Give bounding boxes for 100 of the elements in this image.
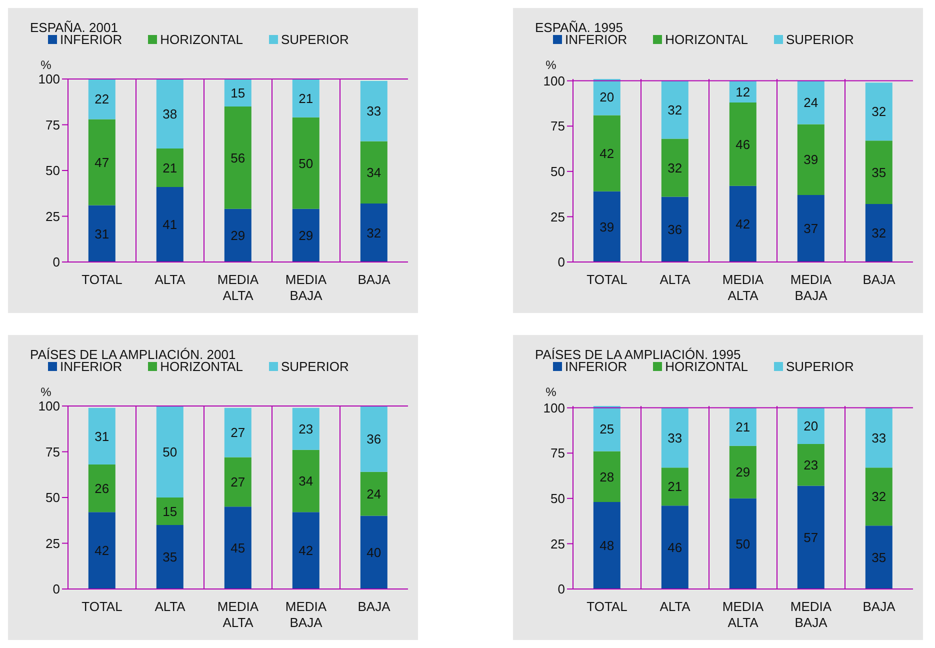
bar	[593, 115, 620, 192]
x-tick-label: BAJA	[358, 272, 391, 287]
y-tick-label: 75	[46, 117, 60, 132]
bar	[224, 106, 252, 209]
bar	[360, 516, 388, 589]
data-label: 50	[298, 156, 314, 171]
y-tick-label: 100	[543, 73, 565, 88]
legend-label: INFERIOR	[60, 359, 122, 374]
x-tick-label: MEDIA ALTA	[217, 599, 259, 630]
chart-title: PAÍSES DE LA AMPLIACIÓN. 1995	[535, 347, 741, 362]
bar	[360, 406, 388, 472]
bar	[292, 450, 320, 512]
bar	[797, 444, 824, 486]
y-tick-label: 50	[46, 490, 60, 506]
x-tick-label: MEDIA BAJA	[790, 272, 832, 303]
legend-label: SUPERIOR	[784, 32, 854, 47]
bar	[865, 204, 892, 262]
y-axis-title: %	[40, 58, 52, 72]
y-tick-label: 50	[550, 164, 565, 180]
data-label: 21	[668, 479, 682, 494]
y-axis-title: %	[546, 58, 557, 72]
data-label: 24	[366, 486, 382, 502]
legend-label: HORIZONTAL	[159, 32, 243, 47]
x-tick-label: ALTA	[660, 599, 691, 614]
x-tick-label: MEDIA ALTA	[217, 272, 259, 303]
legend-label: HORIZONTAL	[665, 359, 748, 374]
bar	[88, 464, 116, 512]
bar	[661, 468, 688, 506]
data-label: 25	[600, 421, 614, 436]
data-label: 50	[736, 536, 750, 552]
bar	[88, 408, 116, 465]
data-label: 50	[162, 444, 178, 460]
data-label: 32	[872, 226, 886, 241]
y-tick-label: 25	[550, 536, 565, 552]
legend-label: SUPERIOR	[280, 359, 349, 374]
bar	[593, 406, 620, 452]
legend-label: HORIZONTAL	[664, 32, 748, 47]
bar	[593, 451, 620, 502]
bar	[360, 472, 388, 516]
data-label: 31	[94, 226, 110, 242]
data-label: 37	[804, 221, 818, 236]
data-label: 24	[804, 95, 818, 110]
legend-label: HORIZONTAL	[160, 359, 243, 374]
bar	[88, 205, 116, 262]
bar	[593, 79, 620, 116]
data-label: 32	[872, 104, 886, 120]
data-label: 47	[94, 154, 110, 170]
data-label: 33	[668, 430, 682, 446]
bar	[156, 148, 184, 187]
data-label: 27	[230, 425, 246, 440]
bar	[729, 408, 756, 446]
bar	[88, 512, 116, 589]
bar	[729, 102, 756, 186]
legend-label: INFERIOR	[565, 359, 628, 374]
legend-label: INFERIOR	[60, 32, 122, 47]
y-tick-label: 0	[558, 254, 565, 270]
data-label: 29	[298, 228, 314, 244]
x-tick-label: BAJA	[862, 599, 896, 614]
bar	[729, 186, 756, 262]
bar	[156, 406, 184, 498]
legend-label: SUPERIOR	[784, 359, 854, 374]
x-tick-label: BAJA	[862, 272, 896, 287]
data-label: 21	[736, 419, 750, 434]
data-label: 28	[600, 469, 614, 484]
bar	[797, 80, 824, 124]
x-tick-label: TOTAL	[82, 272, 122, 287]
bar	[661, 80, 688, 139]
x-tick-label: MEDIA BAJA	[790, 599, 832, 630]
data-label: 29	[736, 464, 750, 480]
bar	[292, 79, 320, 118]
bar	[292, 117, 320, 209]
bar	[797, 194, 824, 262]
bar	[156, 524, 184, 589]
data-label: 33	[872, 430, 886, 446]
y-tick-label: 100	[38, 398, 60, 414]
bar	[156, 79, 184, 149]
y-tick-label: 25	[550, 209, 565, 224]
y-tick-label: 25	[46, 536, 60, 551]
data-label: 12	[736, 84, 750, 100]
bar	[865, 140, 892, 204]
bar	[865, 468, 892, 526]
y-tick-label: 75	[550, 446, 565, 461]
y-tick-label: 100	[38, 72, 60, 87]
y-tick-label: 0	[52, 582, 60, 597]
data-label: 39	[804, 152, 818, 168]
data-label: 39	[600, 219, 614, 234]
bar	[360, 203, 388, 262]
x-tick-label: MEDIA ALTA	[722, 272, 764, 303]
bar	[360, 80, 388, 142]
y-tick-label: 0	[558, 582, 565, 597]
data-label: 57	[804, 530, 818, 545]
bar	[224, 457, 252, 507]
data-label: 42	[600, 146, 614, 161]
x-tick-label: TOTAL	[586, 272, 628, 287]
y-tick-label: 50	[550, 491, 565, 506]
y-axis-title: %	[546, 385, 557, 399]
bar	[88, 79, 116, 120]
bar	[593, 502, 620, 589]
data-label: 20	[600, 90, 614, 105]
chart-title: PAÍSES DE LA AMPLIACIÓN. 2001	[30, 347, 236, 362]
